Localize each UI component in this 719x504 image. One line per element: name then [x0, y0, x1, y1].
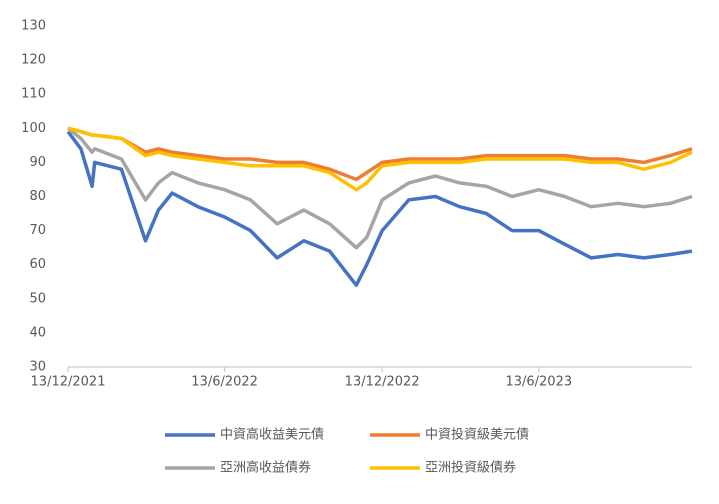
y-tick-label: 70	[29, 223, 46, 238]
x-tick-label: 13/12/2022	[345, 375, 420, 390]
y-tick-label: 90	[29, 155, 46, 170]
series-line	[67, 126, 693, 182]
legend-label: 中資高收益美元債	[220, 427, 324, 443]
series-line	[66, 130, 693, 287]
y-tick-label: 50	[29, 291, 46, 306]
y-tick-label: 110	[21, 87, 46, 102]
series-line	[66, 126, 693, 250]
x-tick-label: 13/12/2021	[31, 375, 106, 390]
y-tick-label: 120	[21, 53, 46, 68]
x-tick-label: 13/6/2022	[191, 375, 258, 390]
x-tick-label: 13/6/2023	[505, 375, 572, 390]
legend-label: 亞洲高收益債券	[220, 460, 311, 476]
y-tick-label: 30	[29, 360, 46, 375]
y-tick-label: 40	[29, 325, 46, 340]
y-tick-label: 80	[29, 189, 46, 204]
y-tick-label: 130	[21, 19, 46, 34]
series-line	[67, 126, 693, 192]
y-tick-label: 100	[21, 121, 46, 136]
y-tick-label: 60	[29, 257, 46, 272]
legend-label: 中資投資級美元債	[425, 427, 529, 443]
legend-label: 亞洲投資級債券	[425, 460, 516, 476]
